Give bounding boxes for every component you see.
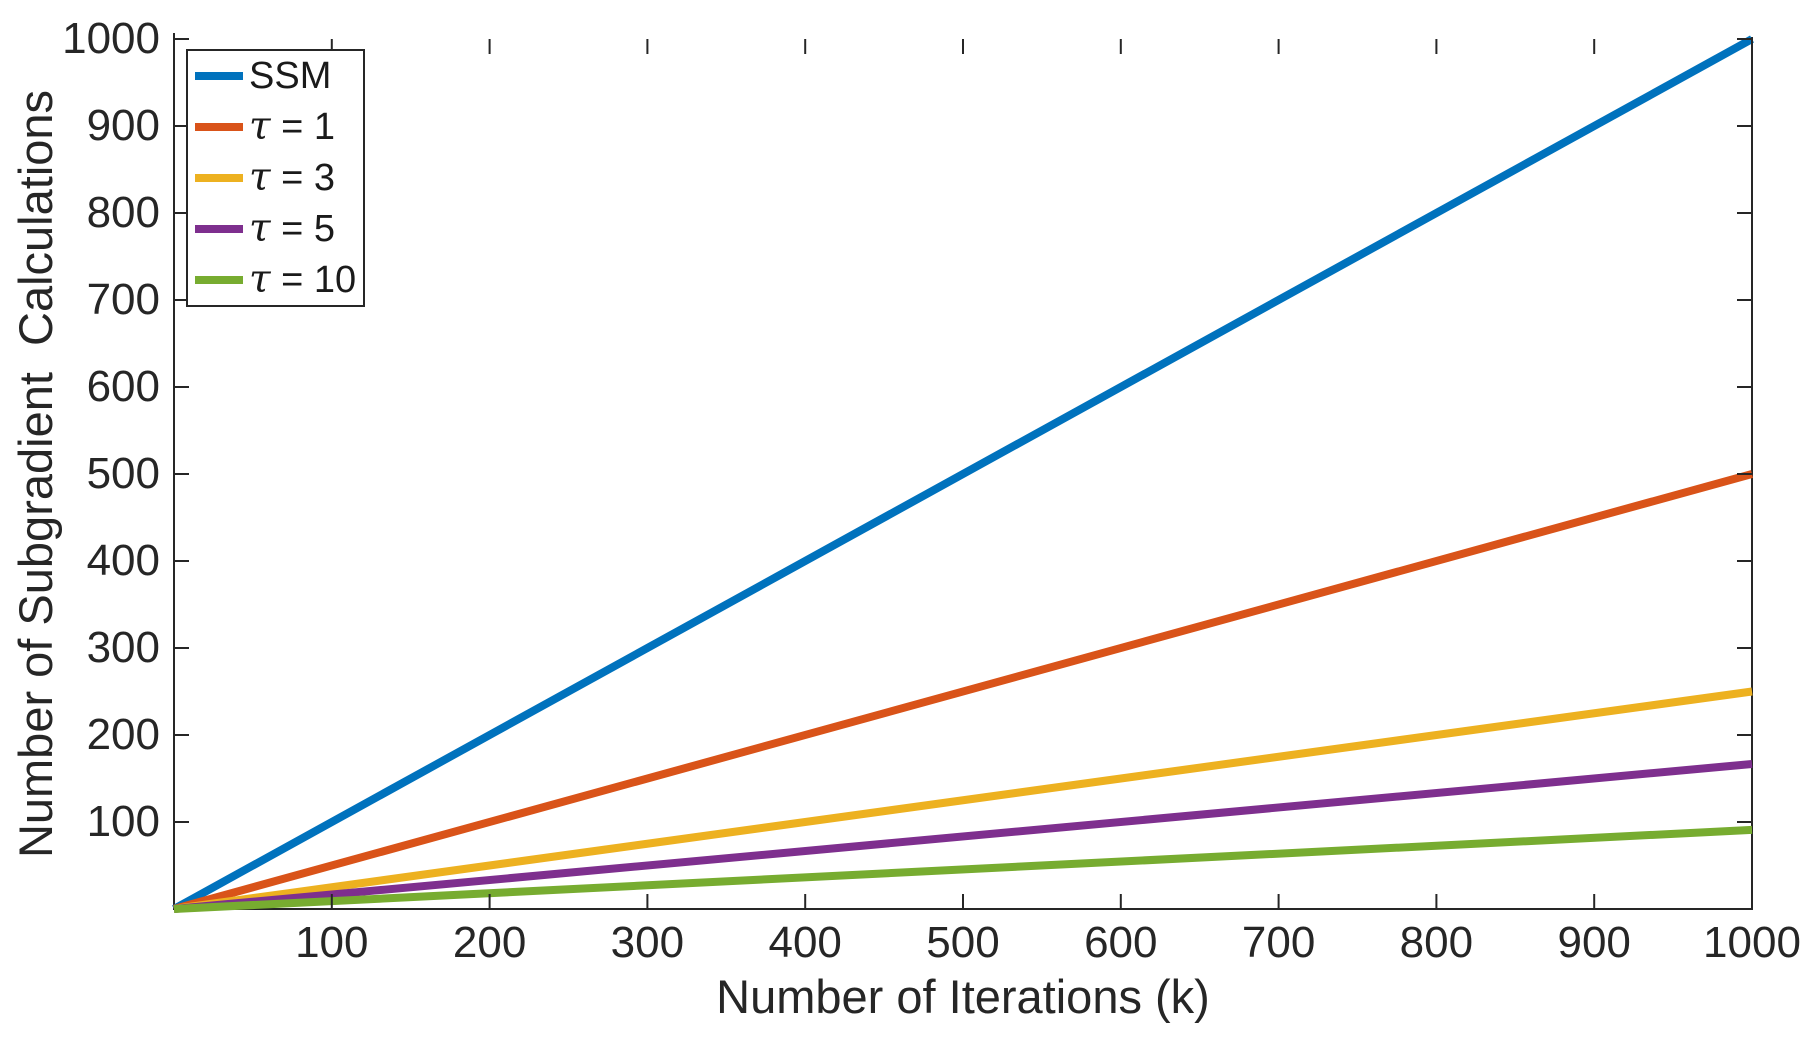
series-line-0	[172, 35, 1754, 913]
x-tick-label: 600	[1084, 918, 1158, 967]
y-tick-label: 300	[86, 623, 160, 672]
x-tick-label: 300	[610, 918, 685, 967]
x-tick-label: 100	[295, 918, 369, 967]
y-tick-label: 200	[86, 710, 160, 759]
legend-swatch	[195, 224, 243, 233]
legend-swatch	[195, 275, 243, 284]
legend-item-4: τ = 10	[188, 256, 363, 304]
y-tick-label: 600	[86, 362, 160, 411]
x-tick-label: 700	[1241, 918, 1316, 967]
y-tick-label: 100	[86, 797, 160, 846]
x-tick-label: 400	[768, 918, 842, 967]
legend-tau-symbol: τ	[249, 154, 271, 200]
legend-label: τ = 1	[249, 104, 336, 150]
legend-tau-symbol: τ	[249, 104, 271, 150]
legend-tau-symbol: τ	[249, 256, 271, 302]
legend-tau-symbol: τ	[249, 205, 271, 251]
x-axis-title: Number of Iterations (k)	[716, 970, 1210, 1023]
y-tick-label: 700	[86, 275, 160, 324]
y-tick-label: 500	[86, 449, 160, 498]
legend-label: τ = 10	[249, 256, 357, 302]
legend-item-2: τ = 3	[188, 154, 363, 202]
x-tick-label: 900	[1557, 918, 1631, 967]
x-tick-label: 200	[452, 918, 527, 967]
series-line-2	[173, 687, 1753, 913]
legend-label: SSM	[249, 55, 332, 98]
legend-item-0: SSM	[188, 52, 363, 100]
legend-swatch	[195, 123, 243, 132]
legend-swatch	[195, 72, 243, 81]
y-tick-label: 800	[86, 188, 160, 237]
legend-swatch	[195, 173, 243, 182]
y-tick-label: 900	[86, 101, 160, 150]
series-line-1	[172, 470, 1754, 913]
legend-label: τ = 5	[249, 205, 336, 251]
x-tick-label: 500	[926, 918, 1000, 967]
series-line-4	[173, 825, 1753, 913]
y-tick-label: 400	[86, 536, 160, 585]
y-tick-label: 1000	[62, 14, 160, 63]
x-tick-label: 800	[1399, 918, 1474, 967]
legend-label: τ = 3	[249, 154, 336, 200]
series-line-3	[173, 759, 1753, 913]
legend-item-1: τ = 1	[188, 103, 363, 151]
x-tick-label: 1000	[1703, 918, 1801, 967]
legend-item-3: τ = 5	[188, 205, 363, 253]
